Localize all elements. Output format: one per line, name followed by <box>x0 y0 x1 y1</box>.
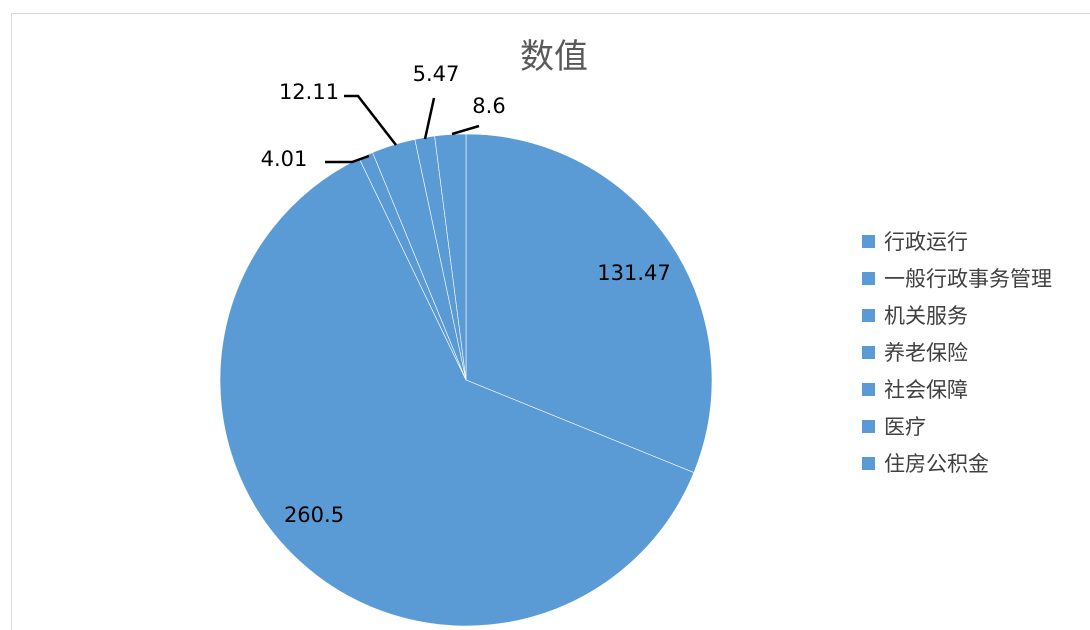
data-label: 5.47 <box>413 62 460 86</box>
data-label: 12.11 <box>279 80 339 104</box>
legend-swatch <box>862 235 875 248</box>
leader-lines <box>325 94 480 164</box>
chart-title: 数值 <box>520 37 588 77</box>
legend-swatch <box>862 383 875 396</box>
legend-swatch <box>862 346 875 359</box>
pie-slice <box>219 158 695 627</box>
chart-frame <box>11 13 1090 630</box>
legend-swatch <box>862 309 875 322</box>
leader-line <box>451 124 480 136</box>
legend-swatch <box>862 272 875 285</box>
data-label: 260.5 <box>284 503 344 527</box>
leader-line <box>325 154 370 164</box>
legend-entry: 医疗 <box>884 415 926 439</box>
data-label: 4.01 <box>261 147 308 171</box>
legend-swatch <box>862 457 875 470</box>
leader-line <box>344 94 397 146</box>
legend-entry: 行政运行 <box>884 230 968 254</box>
pie-slice <box>434 133 467 381</box>
legend-entry: 养老保险 <box>884 341 968 365</box>
data-label: 131.47 <box>597 261 670 285</box>
pie-slice <box>465 133 713 473</box>
legend-swatch <box>862 420 875 433</box>
data-label: 8.6 <box>472 94 505 118</box>
legend-entry: 一般行政事务管理 <box>884 267 1052 291</box>
pie-slices <box>219 133 713 627</box>
leader-line <box>423 97 436 140</box>
legend-entry: 住房公积金 <box>884 452 989 476</box>
legend-entry: 机关服务 <box>884 304 968 328</box>
legend-entry: 社会保障 <box>884 378 968 402</box>
data-labels: 131.47 260.5 4.01 12.11 5.47 8.6 <box>261 62 671 527</box>
